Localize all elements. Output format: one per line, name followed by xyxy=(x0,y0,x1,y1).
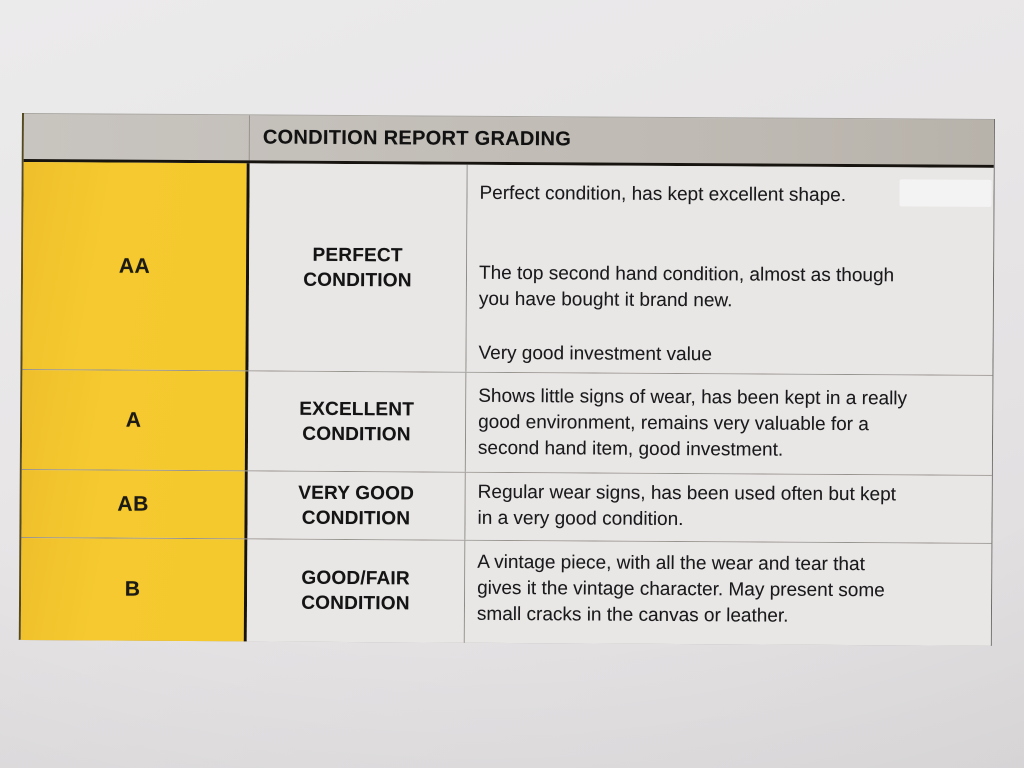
condition-label-a: EXCELLENT CONDITION xyxy=(299,398,415,445)
condition-label-cell-ab: VERY GOOD CONDITION xyxy=(247,471,466,540)
table-row-aa: AA PERFECT CONDITION Perfect condition, … xyxy=(22,162,994,376)
grade-cell-ab: AB xyxy=(21,470,248,539)
condition-label-cell-aa: PERFECT CONDITION xyxy=(248,163,468,372)
condition-label-cell-b: GOOD/FAIR CONDITION xyxy=(246,539,466,643)
description-cell-b: A vintage piece, with all the wear and t… xyxy=(464,540,992,646)
description-paragraph: Shows little signs of wear, has been kep… xyxy=(477,385,908,461)
table-row-ab: AB VERY GOOD CONDITION Regular wear sign… xyxy=(21,470,992,544)
description-paragraph: A vintage piece, with all the wear and t… xyxy=(476,551,885,627)
description-paragraph: The top second hand condition, almost as… xyxy=(478,262,895,312)
table-title: CONDITION REPORT GRADING xyxy=(262,126,572,151)
description-paragraph: Very good investment value xyxy=(478,342,713,366)
description-cell-a: Shows little signs of wear, has been kep… xyxy=(465,372,993,475)
grade-cell-aa: AA xyxy=(22,162,250,371)
condition-label-ab: VERY GOOD CONDITION xyxy=(298,482,415,529)
whiteout-patch xyxy=(899,179,992,207)
description-cell-aa: Perfect condition, has kept excellent sh… xyxy=(466,164,994,375)
condition-grading-table: CONDITION REPORT GRADING AA PERFECT COND… xyxy=(18,113,995,646)
grade-cell-a: A xyxy=(21,370,249,471)
condition-label-cell-a: EXCELLENT CONDITION xyxy=(247,371,467,472)
table-header: CONDITION REPORT GRADING xyxy=(23,113,994,168)
description-paragraph: Regular wear signs, has been used often … xyxy=(477,481,897,531)
condition-label-aa: PERFECT CONDITION xyxy=(303,244,412,291)
grade-cell-b: B xyxy=(20,538,248,642)
table-row-a: A EXCELLENT CONDITION Shows little signs… xyxy=(21,370,993,476)
header-spacer-cell xyxy=(23,114,250,161)
description-cell-ab: Regular wear signs, has been used often … xyxy=(465,472,992,543)
condition-label-b: GOOD/FAIR CONDITION xyxy=(301,567,410,615)
table-row-b: B GOOD/FAIR CONDITION A vintage piece, w… xyxy=(20,538,992,646)
